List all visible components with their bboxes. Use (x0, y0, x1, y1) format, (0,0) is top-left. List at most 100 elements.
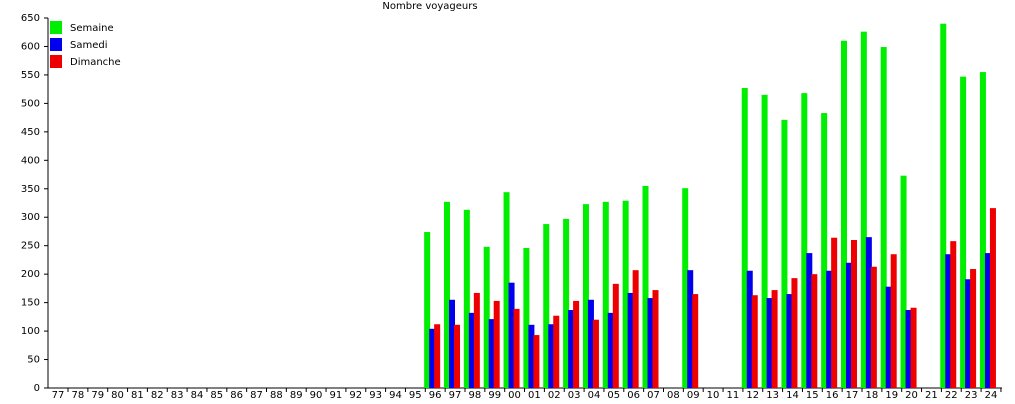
bar (592, 319, 599, 388)
bar (741, 88, 748, 388)
y-tick-label: 50 (27, 355, 40, 366)
bar (533, 335, 540, 388)
bar (851, 240, 857, 388)
bar (766, 298, 773, 388)
bar (751, 295, 758, 388)
bar (806, 253, 813, 388)
bar (761, 94, 768, 388)
bar (429, 328, 436, 388)
y-tick-label: 300 (21, 212, 40, 223)
x-tick-label: 16 (826, 390, 839, 400)
bar (979, 72, 986, 389)
x-tick-label: 24 (985, 390, 998, 400)
bar (885, 286, 892, 388)
x-tick-label: 20 (905, 390, 918, 400)
chart-title: Nombre voyageurs (382, 1, 477, 12)
x-tick-label: 11 (727, 390, 740, 400)
bar (652, 290, 659, 388)
bar (582, 204, 589, 388)
x-tick-label: 18 (865, 390, 878, 400)
legend-swatch (50, 38, 62, 51)
x-tick-label: 86 (230, 390, 243, 400)
y-tick-label: 450 (21, 127, 40, 138)
bar (687, 270, 694, 388)
x-tick-label: 13 (766, 390, 779, 400)
bar (846, 262, 852, 388)
x-tick-label: 21 (925, 390, 938, 400)
x-tick-label: 78 (71, 390, 84, 400)
bar (905, 310, 912, 388)
x-tick-label: 81 (131, 390, 144, 400)
x-tick-label: 98 (468, 390, 481, 400)
bar (463, 209, 470, 388)
x-tick-label: 22 (945, 390, 958, 400)
bar (890, 254, 897, 388)
bar (493, 300, 500, 388)
bar (965, 279, 972, 388)
bar (811, 274, 818, 388)
legend-label: Semaine (70, 23, 114, 34)
x-tick-label: 79 (91, 390, 104, 400)
bar (960, 76, 967, 388)
bar (568, 310, 575, 388)
y-tick-label: 200 (21, 269, 40, 280)
y-tick-label: 100 (21, 326, 40, 337)
bar (602, 201, 609, 388)
legend-label: Samedi (70, 40, 108, 51)
bar (970, 269, 977, 388)
y-tick-label: 400 (21, 155, 40, 166)
x-tick-label: 06 (627, 390, 640, 400)
x-tick-label: 92 (349, 390, 362, 400)
bar (424, 232, 431, 388)
bar (860, 31, 867, 389)
x-tick-label: 03 (568, 390, 581, 400)
legend-swatch (50, 55, 62, 68)
bar (434, 324, 441, 388)
bar (607, 312, 614, 388)
x-tick-label: 89 (290, 390, 303, 400)
bar (841, 40, 847, 389)
bar (880, 47, 887, 389)
bar (791, 278, 798, 388)
x-tick-label: 82 (151, 390, 164, 400)
x-tick-label: 15 (806, 390, 819, 400)
x-tick-label: 04 (588, 390, 601, 400)
bar (821, 113, 828, 389)
legend-label: Dimanche (70, 57, 121, 68)
x-tick-label: 87 (250, 390, 263, 400)
y-tick-label: 600 (21, 41, 40, 52)
x-tick-label: 91 (330, 390, 343, 400)
y-tick-label: 550 (21, 70, 40, 81)
bar (488, 319, 495, 388)
legend-swatch (50, 21, 62, 34)
bar (483, 246, 490, 388)
bar (622, 200, 629, 388)
bar (627, 292, 634, 388)
bar (781, 119, 788, 389)
y-tick-label: 350 (21, 184, 40, 195)
x-tick-label: 84 (191, 390, 204, 400)
x-tick-label: 19 (885, 390, 898, 400)
x-tick-label: 10 (707, 390, 720, 400)
x-tick-label: 14 (786, 390, 799, 400)
bar (910, 307, 917, 388)
bar (508, 282, 515, 388)
bar (826, 270, 833, 388)
bar (513, 308, 520, 388)
x-tick-label: 08 (667, 390, 680, 400)
bar (771, 290, 778, 388)
x-tick-label: 00 (508, 390, 521, 400)
y-tick-label: 500 (21, 98, 40, 109)
x-tick-label: 93 (369, 390, 382, 400)
bar (989, 208, 996, 388)
x-tick-label: 99 (488, 390, 501, 400)
bar (454, 324, 460, 388)
bar (642, 185, 649, 388)
x-tick-label: 90 (310, 390, 323, 400)
x-tick-label: 07 (647, 390, 660, 400)
y-tick-label: 250 (21, 241, 40, 252)
bar (473, 292, 480, 388)
x-tick-label: 09 (687, 390, 700, 400)
x-tick-label: 17 (846, 390, 859, 400)
